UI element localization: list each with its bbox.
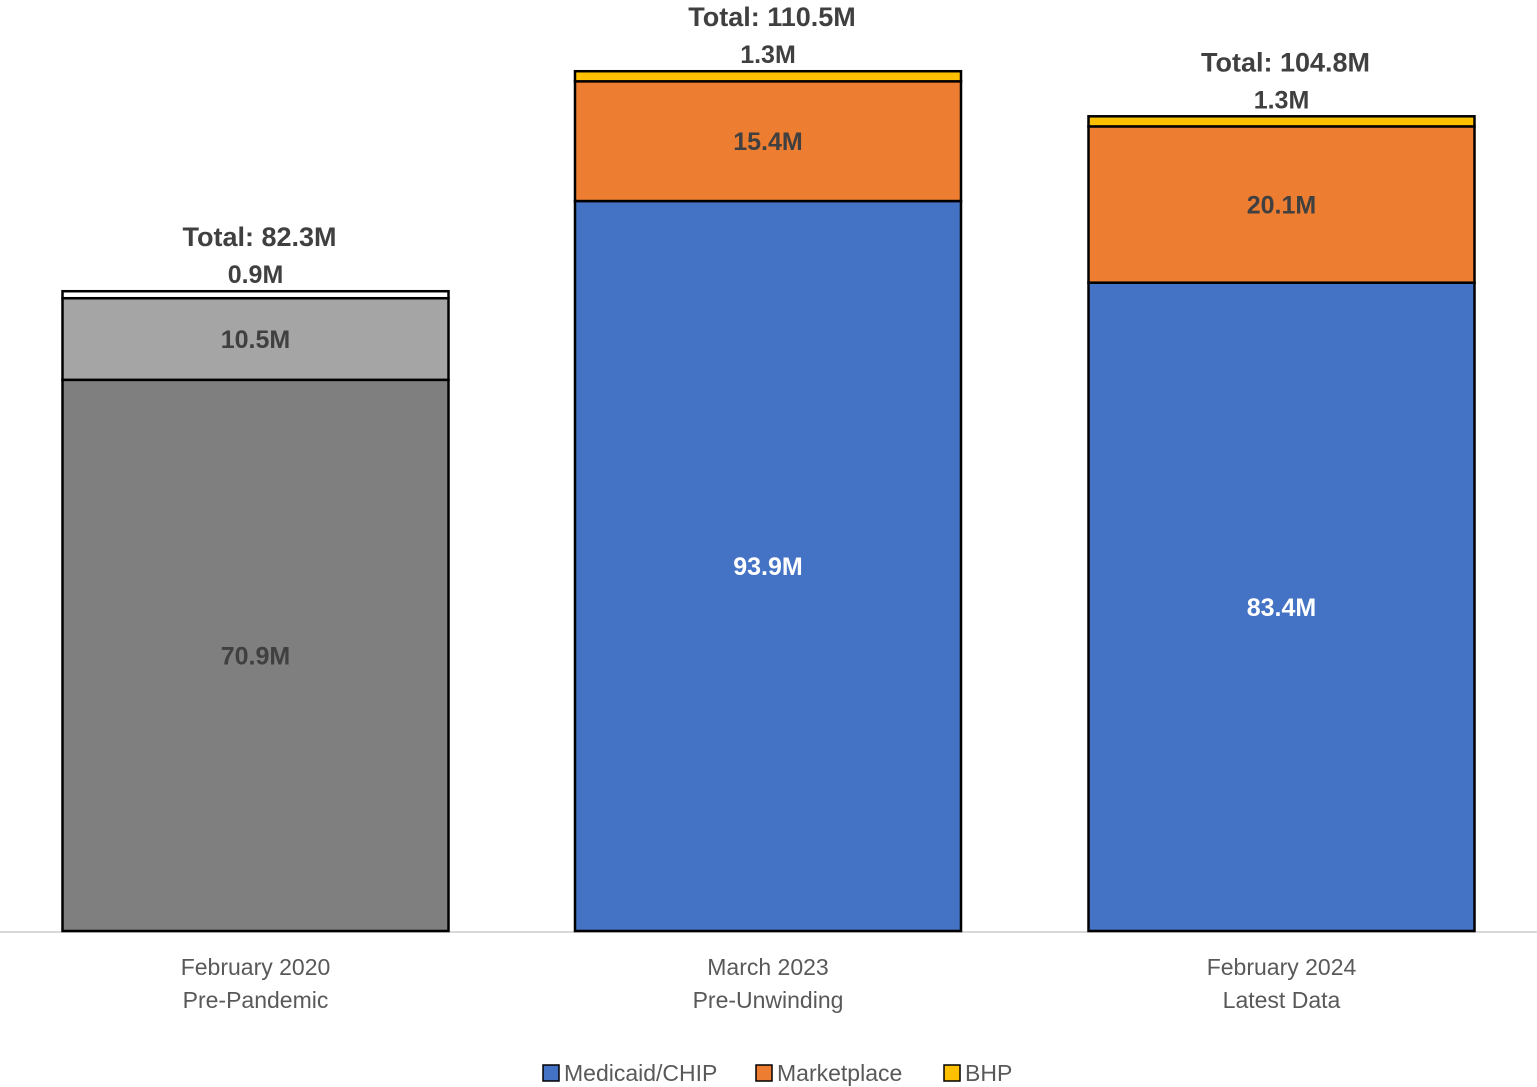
bar-medicaid-chip-1 (61, 378, 450, 933)
legend-label-bhp: BHP (965, 1060, 1012, 1086)
data-label-bhp-2: 1.3M (740, 41, 796, 69)
legend: Medicaid/CHIP Marketplace BHP (542, 1060, 1012, 1086)
bar-marketplace-3 (1087, 125, 1476, 284)
total-label-2: Total: 110.5M (688, 2, 856, 32)
bars-group (61, 69, 1476, 933)
data-label-medicaid-chip-3: 83.4M (1247, 594, 1316, 622)
category-labels: February 2020 Pre-Pandemic March 2023 Pre-U… (181, 954, 1357, 1013)
legend-label-marketplace: Marketplace (777, 1060, 902, 1086)
category-label-2-line-2: Pre-Unwinding (693, 987, 844, 1013)
legend-swatch-marketplace (755, 1064, 773, 1082)
bar-bhp-2 (573, 69, 963, 83)
bar-marketplace-2 (573, 80, 963, 203)
data-label-marketplace-1: 10.5M (221, 326, 290, 354)
category-label-2-line-1: March 2023 (707, 954, 828, 980)
data-label-marketplace-3: 20.1M (1247, 192, 1316, 220)
data-label-bhp-3: 1.3M (1254, 86, 1310, 114)
bar-bhp-1 (61, 289, 450, 300)
bar-medicaid-chip-3 (1087, 281, 1476, 933)
legend-label-medicaid-chip: Medicaid/CHIP (564, 1060, 717, 1086)
data-label-medicaid-chip-1: 70.9M (221, 642, 290, 670)
legend-swatch-bhp (943, 1064, 961, 1082)
bar-medicaid-chip-2 (573, 199, 963, 933)
category-label-1-line-2: Pre-Pandemic (183, 987, 329, 1013)
legend-swatch-medicaid-chip (542, 1064, 560, 1082)
bar-marketplace-1 (61, 296, 450, 382)
total-label-3: Total: 104.8M (1201, 47, 1370, 77)
bar-bhp-3 (1087, 115, 1476, 128)
labels-group: 70.9M 10.5M 0.9M Total: 82.3M 93.9M 15.4M 1.3M… (182, 2, 1370, 670)
data-label-bhp-1: 0.9M (228, 261, 284, 289)
category-label-3-line-2: Latest Data (1223, 987, 1341, 1013)
category-label-3-line-1: February 2024 (1207, 954, 1357, 980)
data-label-medicaid-chip-2: 93.9M (733, 553, 802, 581)
category-label-1-line-1: February 2020 (181, 954, 331, 980)
data-label-marketplace-2: 15.4M (733, 128, 802, 156)
total-label-1: Total: 82.3M (182, 222, 336, 252)
